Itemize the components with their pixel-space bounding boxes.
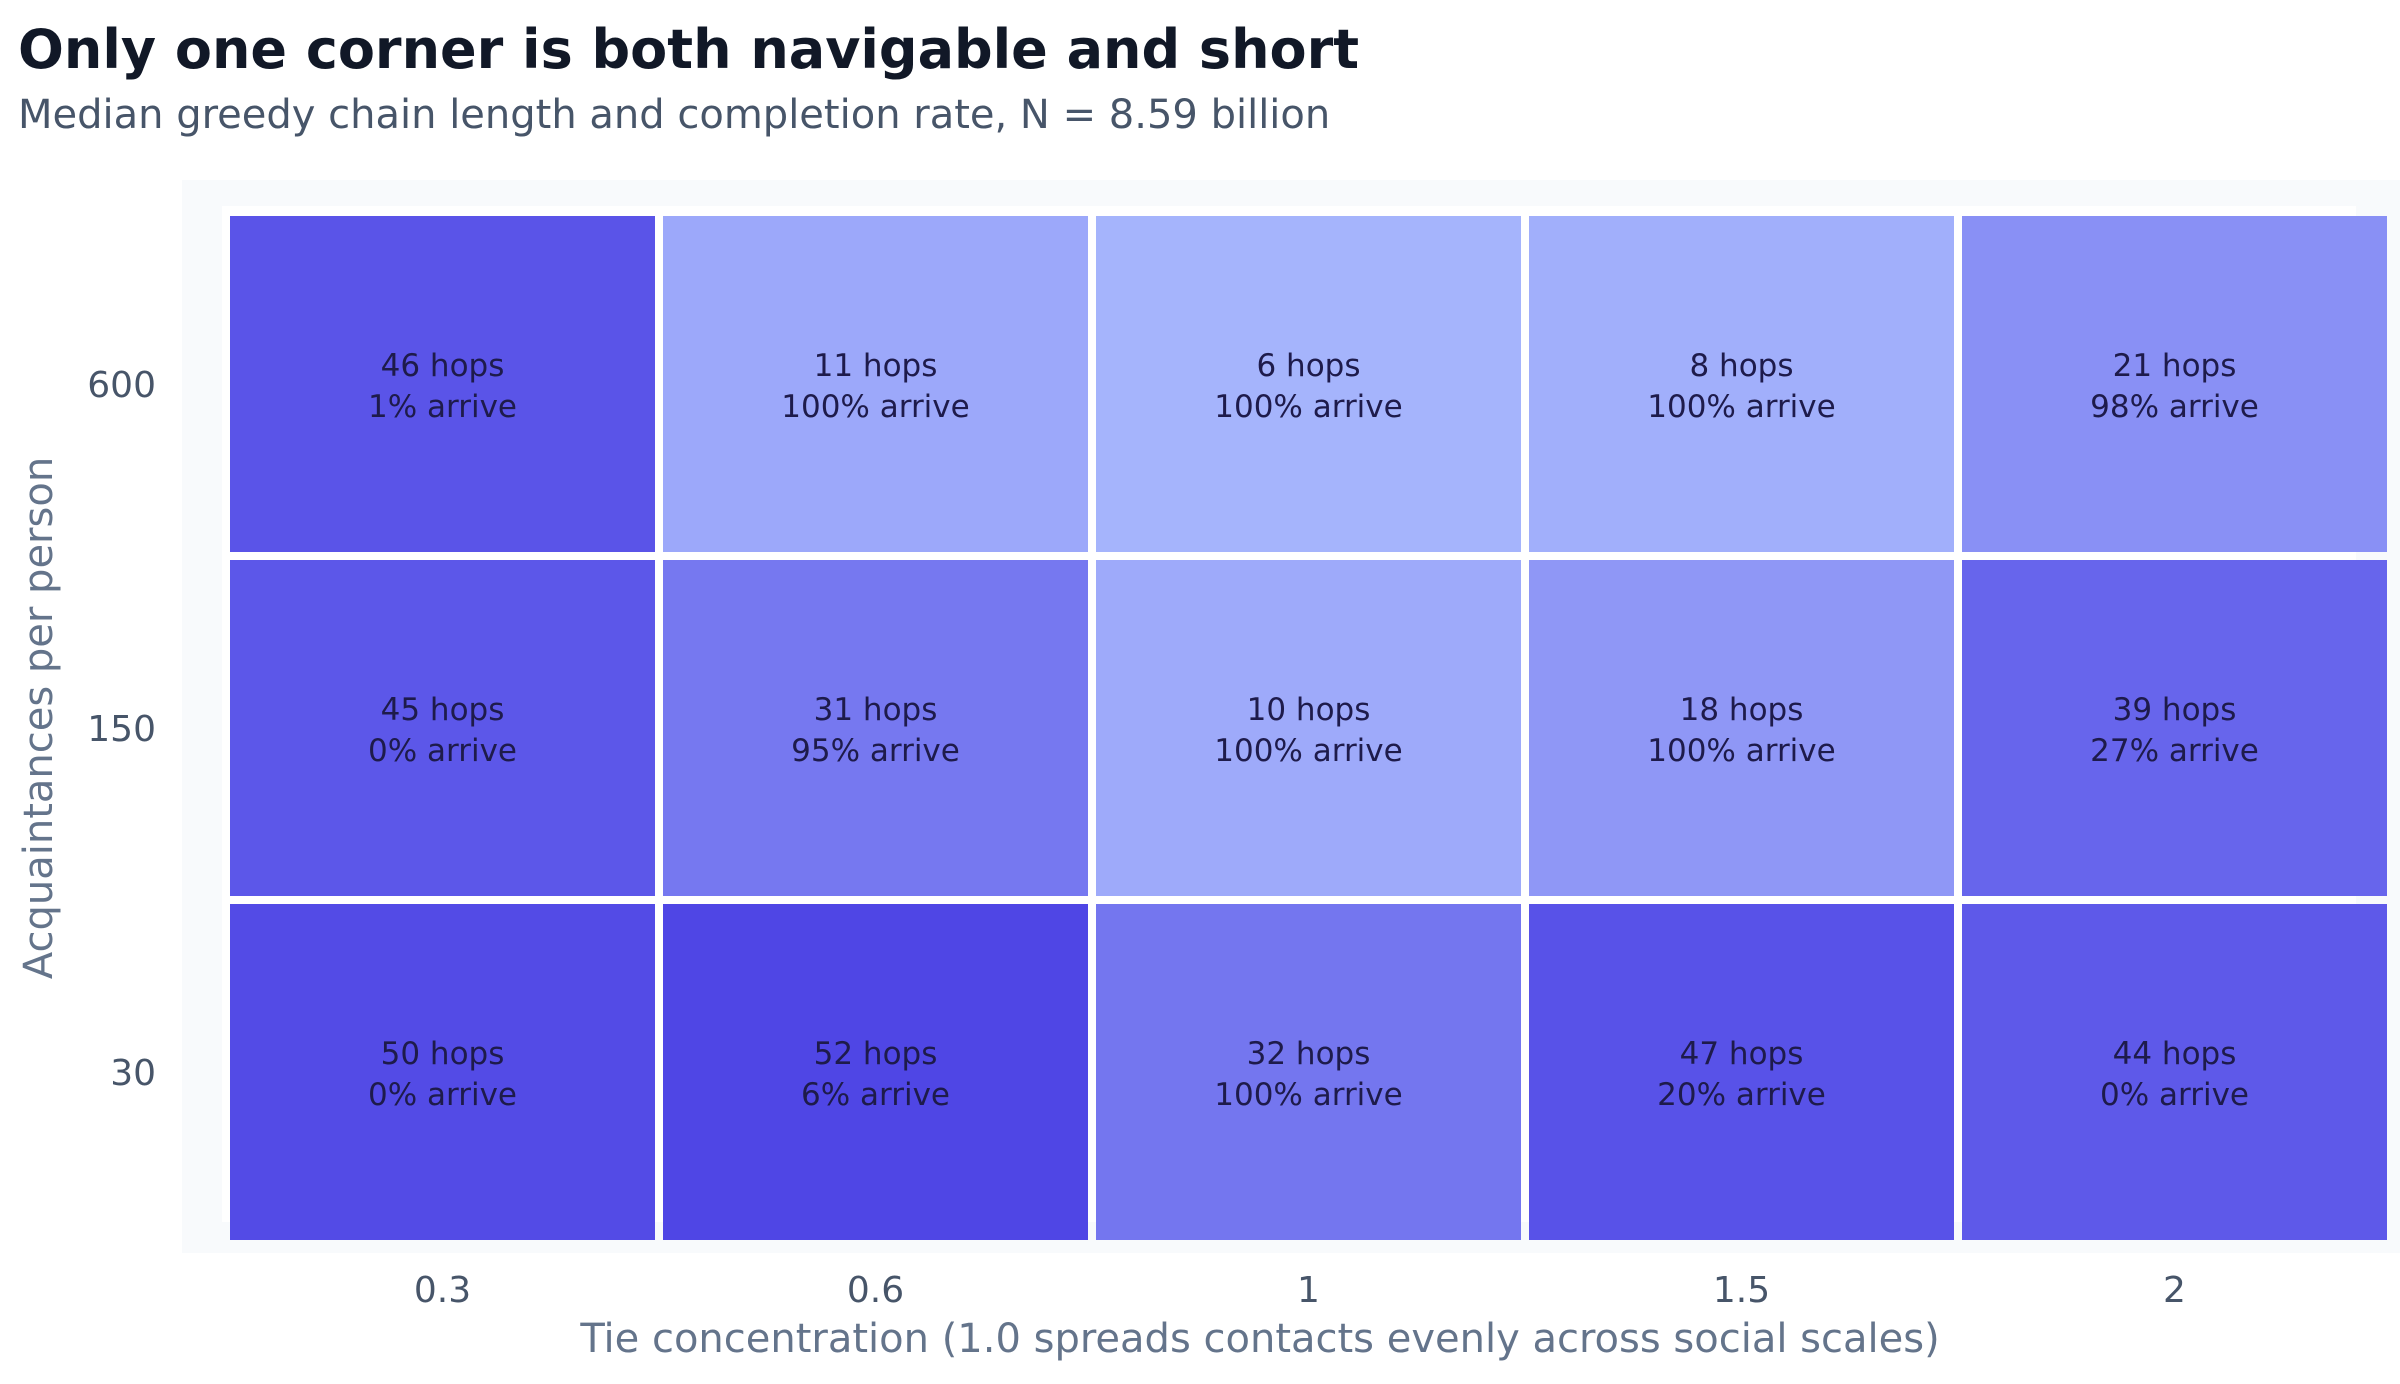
- heatmap-cell-30-2: [1962, 904, 2387, 1240]
- cell-hops-label: 45 hops: [381, 692, 505, 728]
- cell-hops-label: 50 hops: [381, 1036, 505, 1072]
- heatmap-cell-150-0.6: [663, 560, 1088, 896]
- chart-title: Only one corner is both navigable and sh…: [18, 18, 1359, 81]
- heatmap-cell-600-1: [1096, 216, 1521, 552]
- chart-subtitle: Median greedy chain length and completio…: [18, 92, 1330, 138]
- heatmap-cell-30-0.6: [663, 904, 1088, 1240]
- cell-hops-label: 18 hops: [1680, 692, 1804, 728]
- y-tick-label: 150: [87, 709, 156, 750]
- cell-hops-label: 10 hops: [1247, 692, 1371, 728]
- heatmap-cell-150-2: [1962, 560, 2387, 896]
- heatmap-cell-600-1.5: [1529, 216, 1954, 552]
- x-tick-label: 0.6: [847, 1270, 904, 1311]
- x-axis-ticks: 0.3 0.6 1 1.5 2: [414, 1270, 2186, 1311]
- cell-hops-label: 31 hops: [814, 692, 938, 728]
- heatmap-cell-30-1: [1096, 904, 1521, 1240]
- cell-arrive-label: 0% arrive: [2100, 1077, 2249, 1113]
- cell-hops-label: 8 hops: [1689, 348, 1793, 384]
- cell-hops-label: 11 hops: [814, 348, 938, 384]
- x-axis-label: Tie concentration (1.0 spreads contacts …: [579, 1316, 1939, 1362]
- cell-hops-label: 47 hops: [1680, 1036, 1804, 1072]
- y-tick-label: 30: [110, 1053, 156, 1094]
- cell-arrive-label: 100% arrive: [1647, 733, 1835, 769]
- cell-arrive-label: 0% arrive: [368, 733, 517, 769]
- cell-hops-label: 32 hops: [1247, 1036, 1371, 1072]
- cell-hops-label: 21 hops: [2113, 348, 2237, 384]
- cell-hops-label: 39 hops: [2113, 692, 2237, 728]
- heatmap-cell-600-0.6: [663, 216, 1088, 552]
- heatmap-cell-150-0.3: [230, 560, 655, 896]
- heatmap-cell-30-1.5: [1529, 904, 1954, 1240]
- x-tick-label: 2: [2163, 1270, 2186, 1311]
- cell-arrive-label: 1% arrive: [368, 389, 517, 425]
- cell-hops-label: 44 hops: [2113, 1036, 2237, 1072]
- y-axis-label: Acquaintances per person: [16, 457, 62, 979]
- heatmap-cells: 46 hops 1% arrive 11 hops 100% arrive 6 hops…: [230, 216, 2387, 1240]
- cell-arrive-label: 0% arrive: [368, 1077, 517, 1113]
- y-axis-ticks: 600 150 30: [87, 365, 156, 1094]
- cell-arrive-label: 27% arrive: [2090, 733, 2259, 769]
- y-tick-label: 600: [87, 365, 156, 406]
- x-tick-label: 1.5: [1713, 1270, 1770, 1311]
- cell-hops-label: 46 hops: [381, 348, 505, 384]
- heatmap-cell-150-1.5: [1529, 560, 1954, 896]
- heatmap-cell-600-0.3: [230, 216, 655, 552]
- cell-arrive-label: 100% arrive: [781, 389, 969, 425]
- heatmap-cell-30-0.3: [230, 904, 655, 1240]
- cell-arrive-label: 20% arrive: [1657, 1077, 1826, 1113]
- cell-arrive-label: 100% arrive: [1214, 733, 1402, 769]
- heatmap-cell-600-2: [1962, 216, 2387, 552]
- cell-hops-label: 52 hops: [814, 1036, 938, 1072]
- x-tick-label: 1: [1297, 1270, 1320, 1311]
- cell-arrive-label: 100% arrive: [1214, 1077, 1402, 1113]
- heatmap-cell-150-1: [1096, 560, 1521, 896]
- cell-arrive-label: 100% arrive: [1647, 389, 1835, 425]
- x-tick-label: 0.3: [414, 1270, 471, 1311]
- cell-arrive-label: 98% arrive: [2090, 389, 2259, 425]
- cell-hops-label: 6 hops: [1256, 348, 1360, 384]
- cell-arrive-label: 6% arrive: [801, 1077, 950, 1113]
- cell-arrive-label: 100% arrive: [1214, 389, 1402, 425]
- cell-arrive-label: 95% arrive: [791, 733, 960, 769]
